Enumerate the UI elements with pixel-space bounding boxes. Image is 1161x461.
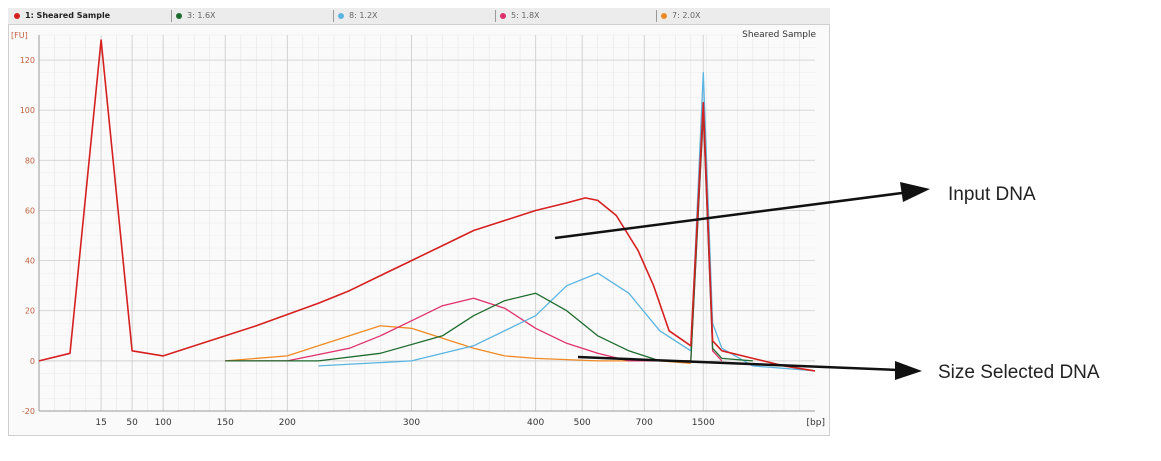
blue-marker-icon (338, 12, 344, 19)
input-dna-label: Input DNA (948, 184, 1036, 205)
x-tick-label: 200 (279, 418, 296, 428)
tab-1-2x[interactable]: 8: 1.2X (338, 8, 378, 24)
orange-marker-icon (661, 12, 667, 19)
y-axis-label: [FU] (11, 31, 28, 40)
electropherogram-panel: -20 0 20 40 60 80 100 120 [FU] 15 50 100 150 200 300 40… (8, 24, 830, 436)
x-tick-label: 100 (155, 418, 172, 428)
red-marker-icon (14, 12, 20, 19)
tab-sheared-sample[interactable]: 1: Sheared Sample (14, 8, 110, 24)
pink-marker-icon (500, 12, 506, 19)
tab-1-8x[interactable]: 5: 1.8X (500, 8, 540, 24)
x-tick-label: 1500 (692, 418, 715, 428)
chart-title: Sheared Sample (742, 30, 816, 40)
x-tick-label: 50 (126, 418, 138, 428)
x-tick-label: 700 (636, 418, 653, 428)
tab-2-0x[interactable]: 7: 2.0X (661, 8, 701, 24)
size-selected-dna-label: Size Selected DNA (938, 362, 1100, 383)
green-marker-icon (176, 12, 182, 19)
electropherogram-chart: -20 0 20 40 60 80 100 120 [FU] 15 50 100 150 200 300 40… (11, 30, 825, 428)
x-axis-label: [bp] (807, 418, 825, 428)
tab-label: 5: 1.8X (511, 11, 540, 20)
size-selected-dna-arrowhead-icon (895, 361, 922, 380)
x-tick-label: 15 (95, 418, 106, 428)
y-tick-label: 120 (20, 56, 35, 65)
x-tick-label: 150 (217, 418, 234, 428)
tab-label: 3: 1.6X (187, 11, 216, 20)
y-tick-label: 0 (30, 357, 35, 366)
tab-label: 7: 2.0X (672, 11, 701, 20)
y-tick-label: 80 (25, 156, 35, 165)
tab-label: 1: Sheared Sample (25, 11, 111, 20)
tab-label: 8: 1.2X (349, 11, 378, 20)
y-tick-label: 100 (20, 106, 35, 115)
y-tick-label: 20 (25, 307, 35, 316)
input-dna-arrowhead-icon (900, 182, 930, 202)
tab-1-6x[interactable]: 3: 1.6X (176, 8, 216, 24)
y-tick-label: -20 (22, 407, 35, 416)
x-tick-label: 300 (403, 418, 420, 428)
y-tick-label: 40 (25, 257, 35, 266)
x-tick-label: 400 (527, 418, 544, 428)
y-tick-label: 60 (25, 206, 35, 215)
x-tick-label: 500 (574, 418, 591, 428)
sample-tab-bar: 1: Sheared Sample 3: 1.6X 8: 1.2X 5: 1.8… (8, 8, 830, 25)
